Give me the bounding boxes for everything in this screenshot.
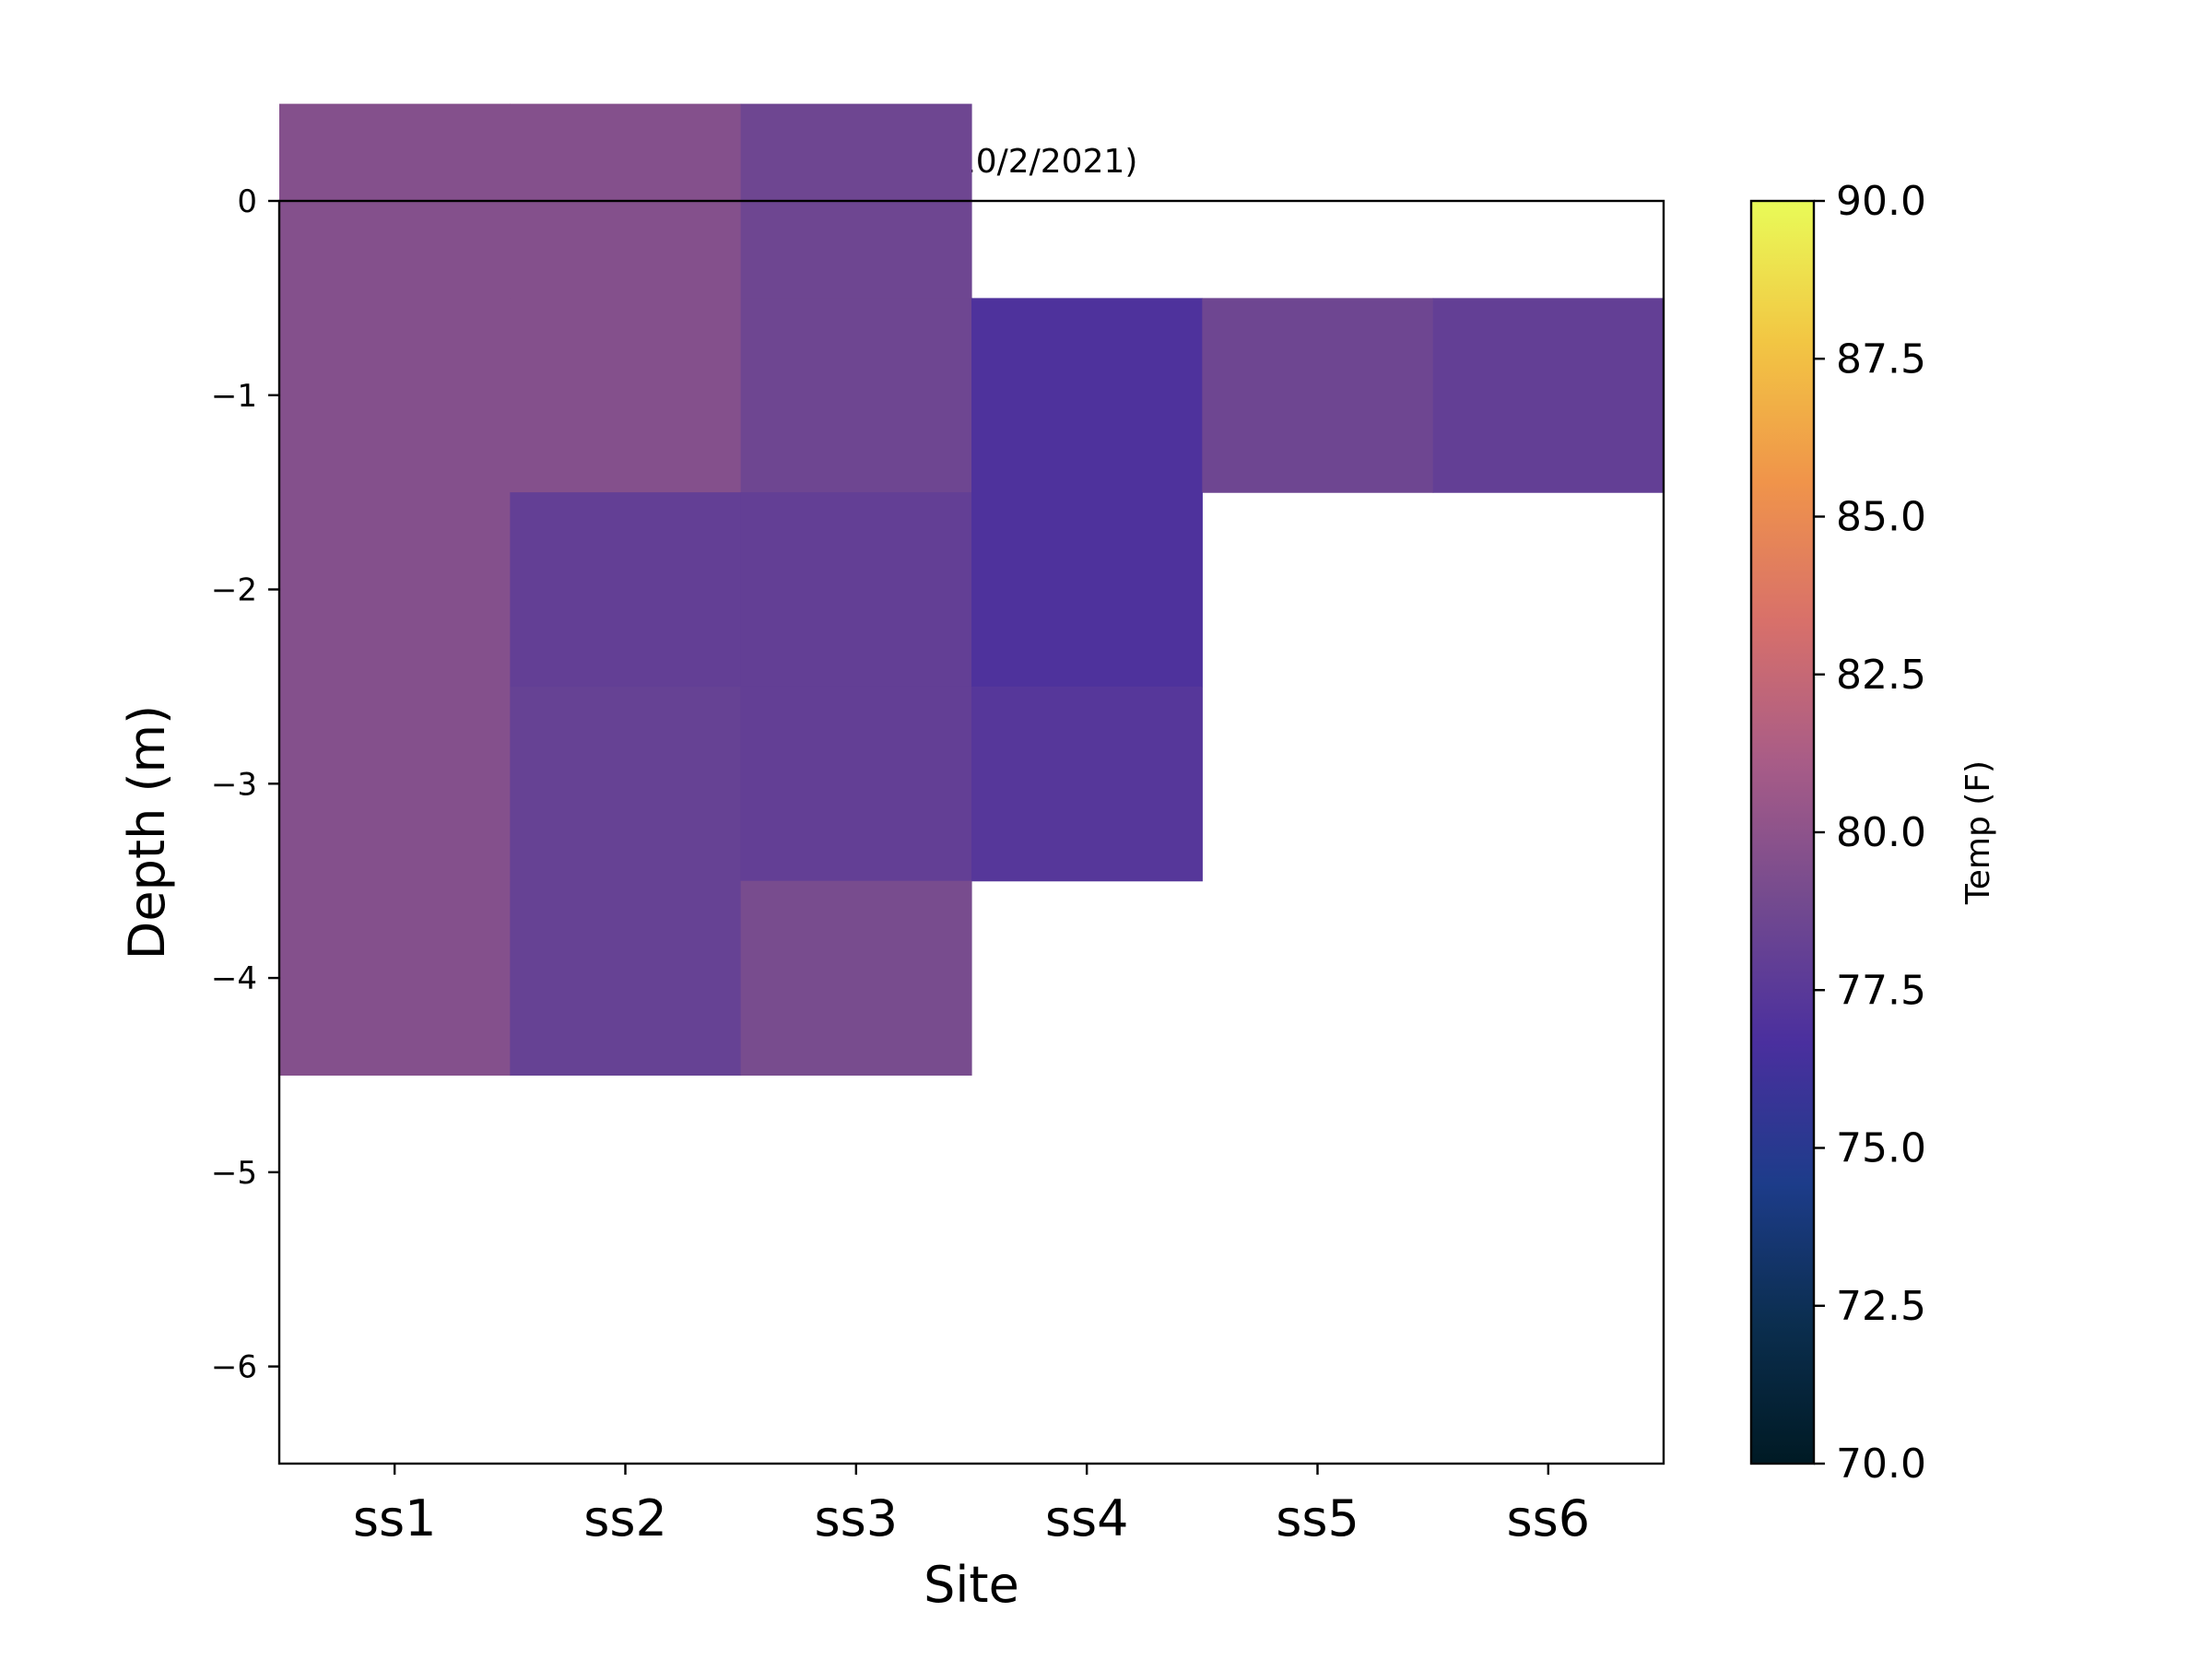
x-axis-label: Site [924,1556,1019,1614]
colorbar-tick-label: 82.5 [1836,652,1926,699]
heatmap-cell [740,492,972,688]
heatmap-cell [279,686,511,882]
colorbar-tick-label: 70.0 [1836,1441,1926,1488]
colorbar-axis: 70.0 72.5 75.0 77.5 80.0 82.5 85.0 87.5 90.0 [1814,178,1926,1488]
heatmap-cell [740,298,972,493]
heatmap-cell [279,298,511,493]
heatmap-cell [510,492,742,688]
heatmap-cell [510,880,742,1077]
y-tick-label: −5 [211,1155,257,1192]
heatmap-cell [1202,298,1434,493]
plot-frame [277,199,1665,1465]
colorbar-tick-label: 87.5 [1836,335,1926,382]
heatmap-cell [510,298,742,493]
heatmap-cell [740,686,972,882]
heatmap-cell [1432,298,1665,493]
heatmap-cells [279,103,1665,1077]
x-tick-label: ss2 [583,1489,667,1547]
x-tick-label: ss4 [1045,1489,1129,1547]
x-tick-label: ss6 [1507,1489,1591,1547]
x-axis: ss1 ss2 ss3 ss4 ss5 ss6 [353,1464,1590,1547]
y-axis: 0 −1 −2 −3 −4 −5 −6 [211,183,279,1386]
y-tick-label: −3 [211,766,257,803]
y-tick-label: −6 [211,1349,257,1386]
heatmap-cell [279,880,511,1077]
colorbar-label: Temp (F) [1959,760,1997,905]
y-tick-label: −2 [211,572,257,609]
x-tick-label: ss5 [1276,1489,1359,1547]
y-axis-label: Depth (m) [118,705,176,959]
y-tick-label: −4 [211,960,257,997]
heatmap-cell [510,686,742,882]
x-tick-label: ss1 [353,1489,437,1547]
x-tick-label: ss3 [815,1489,899,1547]
heatmap-cell [971,686,1203,882]
colorbar-tick-label: 75.0 [1836,1125,1926,1172]
colorbar-tick-label: 80.0 [1836,809,1926,856]
colorbar [1749,199,1816,1465]
colorbar-tick-label: 72.5 [1836,1283,1926,1330]
heatmap-cell [971,298,1203,493]
y-tick-label: 0 [237,183,257,220]
colorbar-tick-label: 77.5 [1836,967,1926,1014]
y-tick-label: −1 [211,378,257,415]
heatmap-cell [740,880,972,1077]
colorbar-tick-label: 85.0 [1836,494,1926,541]
heatmap-cell [971,492,1203,688]
heatmap-cell [279,492,511,688]
colorbar-tick-label: 90.0 [1836,178,1926,225]
